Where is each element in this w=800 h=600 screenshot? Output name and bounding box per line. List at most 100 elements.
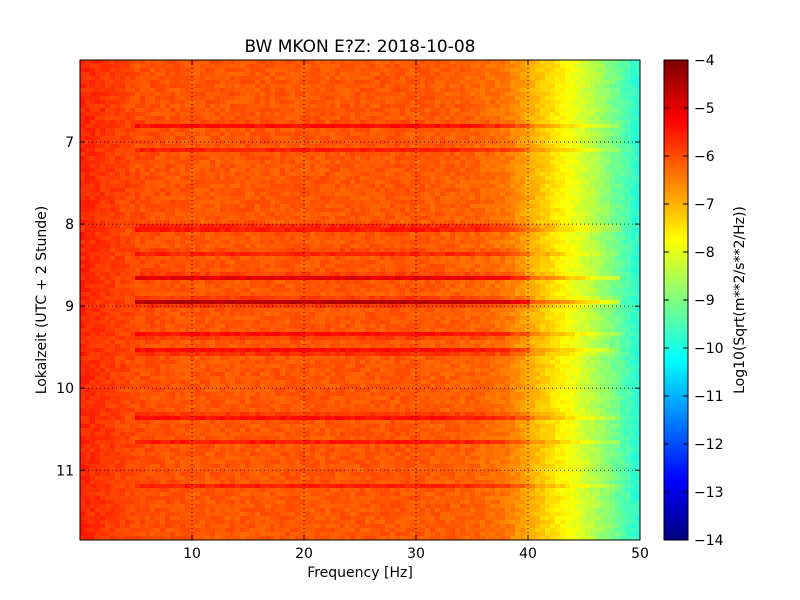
heatmap-cell [280, 108, 286, 113]
heatmap-cell [385, 184, 391, 189]
heatmap-cell [520, 164, 526, 169]
heatmap-cell [360, 228, 366, 233]
heatmap-cell [245, 88, 251, 93]
heatmap-cell [355, 192, 361, 197]
heatmap-cell [285, 104, 291, 109]
heatmap-cell [400, 140, 406, 145]
heatmap-cell [190, 236, 196, 241]
heatmap-cell [415, 68, 421, 73]
heatmap-cell [235, 136, 241, 141]
heatmap-cell [315, 192, 321, 197]
heatmap-cell [465, 132, 471, 137]
heatmap-cell [115, 108, 121, 113]
heatmap-cell [465, 112, 471, 117]
heatmap-cell [480, 212, 486, 217]
heatmap-cell [155, 68, 161, 73]
heatmap-cell [560, 164, 566, 169]
heatmap-cell [305, 176, 311, 181]
heatmap-cell [475, 148, 481, 153]
heatmap-cell [175, 100, 181, 105]
heatmap-cell [270, 216, 276, 221]
heatmap-cell [270, 164, 276, 169]
heatmap-cell [370, 168, 376, 173]
heatmap-cell [560, 80, 566, 85]
heatmap-cell [225, 208, 231, 213]
heatmap-cell [170, 108, 176, 113]
heatmap-cell [260, 80, 266, 85]
heatmap-cell [605, 188, 611, 193]
heatmap-cell [550, 148, 556, 153]
heatmap-cell [570, 124, 576, 129]
heatmap-cell [440, 152, 446, 157]
heatmap-cell [395, 236, 401, 241]
heatmap-cell [150, 60, 156, 65]
heatmap-cell [445, 60, 451, 65]
heatmap-cell [200, 104, 206, 109]
heatmap-cell [250, 232, 256, 237]
heatmap-cell [595, 168, 601, 173]
heatmap-cell [475, 164, 481, 169]
heatmap-cell [555, 72, 561, 77]
heatmap-cell [140, 116, 146, 121]
heatmap-cell [510, 108, 516, 113]
heatmap-cell [255, 124, 261, 129]
heatmap-cell [190, 172, 196, 177]
heatmap-cell [500, 116, 506, 121]
heatmap-cell [380, 108, 386, 113]
heatmap-cell [85, 148, 91, 153]
heatmap-cell [310, 136, 316, 141]
heatmap-cell [320, 224, 326, 229]
heatmap-cell [575, 76, 581, 81]
heatmap-cell [90, 204, 96, 209]
heatmap-cell [495, 120, 501, 125]
heatmap-cell [380, 216, 386, 221]
heatmap-cell [185, 104, 191, 109]
heatmap-cell [450, 212, 456, 217]
heatmap-cell [390, 116, 396, 121]
heatmap-cell [210, 180, 216, 185]
heatmap-cell [240, 116, 246, 121]
heatmap-cell [405, 128, 411, 133]
heatmap-cell [460, 76, 466, 81]
heatmap-cell [170, 180, 176, 185]
heatmap-cell [80, 108, 86, 113]
heatmap-cell [385, 144, 391, 149]
heatmap-cell [400, 188, 406, 193]
heatmap-cell [605, 172, 611, 177]
heatmap-cell [180, 180, 186, 185]
heatmap-cell [235, 228, 241, 233]
heatmap-cell [555, 200, 561, 205]
heatmap-cell [85, 196, 91, 201]
heatmap-cell [305, 224, 311, 229]
heatmap-cell [370, 232, 376, 237]
heatmap-cell [465, 188, 471, 193]
heatmap-cell [295, 64, 301, 69]
heatmap-cell [245, 60, 251, 65]
heatmap-cell [245, 120, 251, 125]
heatmap-cell [360, 112, 366, 117]
heatmap-cell [290, 80, 296, 85]
heatmap-cell [390, 164, 396, 169]
heatmap-cell [350, 188, 356, 193]
heatmap-cell [120, 80, 126, 85]
heatmap-cell [490, 216, 496, 221]
heatmap-cell [335, 180, 341, 185]
heatmap-cell [440, 216, 446, 221]
heatmap-cell [625, 116, 631, 121]
heatmap-cell [560, 128, 566, 133]
heatmap-cell [110, 180, 116, 185]
heatmap-cell [505, 96, 511, 101]
heatmap-cell [145, 88, 151, 93]
heatmap-cell [230, 116, 236, 121]
heatmap-cell [200, 164, 206, 169]
heatmap-cell [430, 104, 436, 109]
heatmap-cell [370, 116, 376, 121]
heatmap-cell [395, 184, 401, 189]
heatmap-cell [460, 120, 466, 125]
heatmap-cell [490, 232, 496, 237]
heatmap-cell [180, 164, 186, 169]
heatmap-cell [105, 156, 111, 161]
heatmap-cell [105, 148, 111, 153]
heatmap-cell [490, 156, 496, 161]
heatmap-cell [470, 116, 476, 121]
